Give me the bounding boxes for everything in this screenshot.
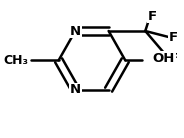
Text: F: F — [169, 52, 178, 65]
Text: N: N — [70, 25, 81, 38]
Text: OH: OH — [153, 52, 175, 65]
Text: F: F — [147, 10, 157, 23]
Text: CH₃: CH₃ — [3, 54, 28, 67]
Text: F: F — [169, 30, 178, 43]
Text: N: N — [70, 83, 81, 96]
